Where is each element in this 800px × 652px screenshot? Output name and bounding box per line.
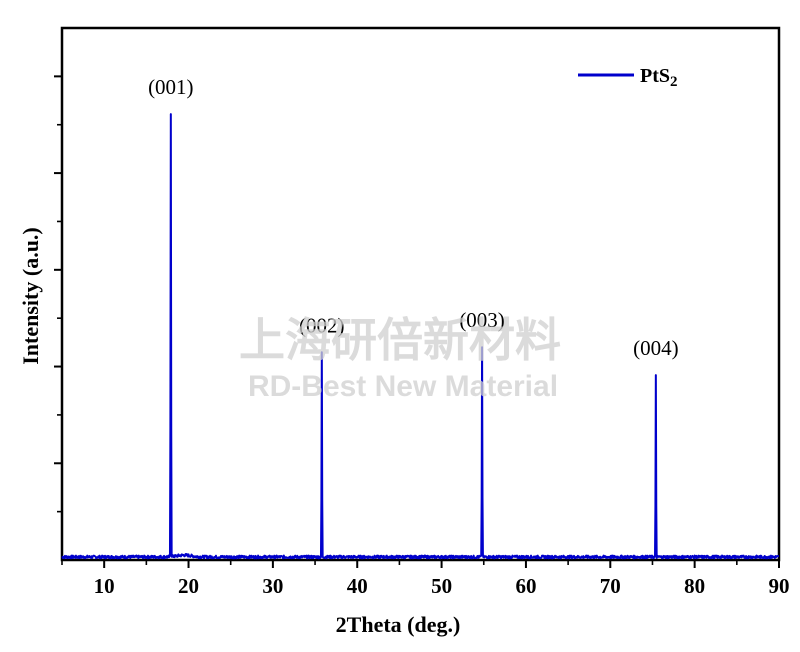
x-axis-title: 2Theta (deg.) xyxy=(336,612,461,637)
peak-label: (002) xyxy=(299,313,345,337)
chart-marks: (001) (002) (003) (004) xyxy=(61,75,780,560)
peak-label: (001) xyxy=(148,75,194,99)
x-tick-label: 20 xyxy=(178,574,199,598)
legend-label-ptS2: PtS2 xyxy=(640,65,678,90)
legend: PtS2 xyxy=(578,65,678,90)
watermark-chinese: 上海研倍新材料 xyxy=(239,314,561,366)
x-tick-label: 70 xyxy=(600,574,621,598)
y-axis-title: Intensity (a.u.) xyxy=(18,227,43,365)
series-line-ptS2 xyxy=(61,113,780,560)
peak-label: (003) xyxy=(459,308,505,332)
x-tick-label: 40 xyxy=(347,574,368,598)
x-tick-label: 60 xyxy=(515,574,536,598)
x-tick-label: 90 xyxy=(769,574,790,598)
x-tick-label: 30 xyxy=(262,574,283,598)
plot-frame xyxy=(60,26,781,562)
plot-area: 10 20 30 40 50 60 70 80 90 xyxy=(54,26,790,598)
peak-label: (004) xyxy=(633,336,679,360)
watermark-english: RD-Best New Material xyxy=(248,370,558,403)
legend-label-subscript: 2 xyxy=(670,74,678,90)
x-tick-label: 10 xyxy=(94,574,115,598)
legend-label-main: PtS xyxy=(640,65,670,87)
x-tick-label: 50 xyxy=(431,574,452,598)
x-tick-label: 80 xyxy=(684,574,705,598)
